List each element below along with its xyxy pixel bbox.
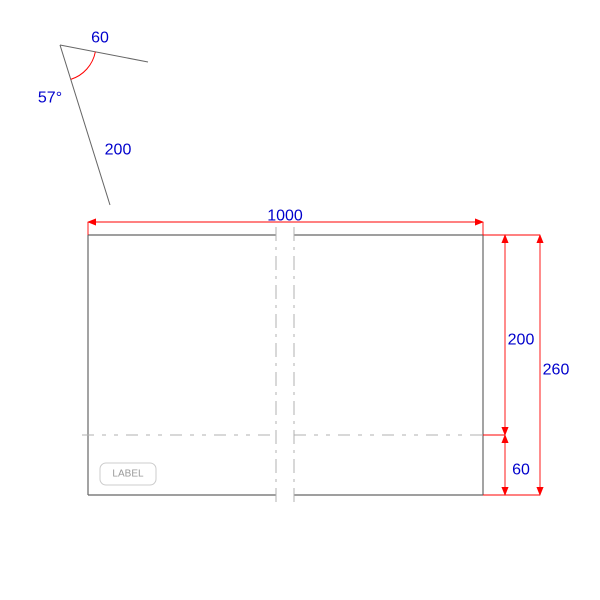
angle-detail: 60 200 57° <box>38 30 148 206</box>
svg-text:60: 60 <box>512 462 530 479</box>
svg-text:260: 260 <box>543 362 570 379</box>
dim-right-upper: 200 <box>483 235 534 435</box>
dim-right-lower: 60 <box>483 435 530 495</box>
dim-right-overall: 260 <box>483 235 569 495</box>
dim-top-overall: 1000 <box>88 208 483 236</box>
technical-drawing: LABEL 1000 260 200 60 60 200 57° <box>0 0 600 600</box>
svg-text:57°: 57° <box>38 90 62 107</box>
svg-text:LABEL: LABEL <box>112 469 144 480</box>
svg-text:60: 60 <box>91 30 109 47</box>
svg-text:200: 200 <box>105 142 132 159</box>
label-box: LABEL <box>100 463 156 485</box>
svg-text:1000: 1000 <box>267 208 303 225</box>
panel-outline <box>82 227 489 503</box>
svg-text:200: 200 <box>508 332 535 349</box>
